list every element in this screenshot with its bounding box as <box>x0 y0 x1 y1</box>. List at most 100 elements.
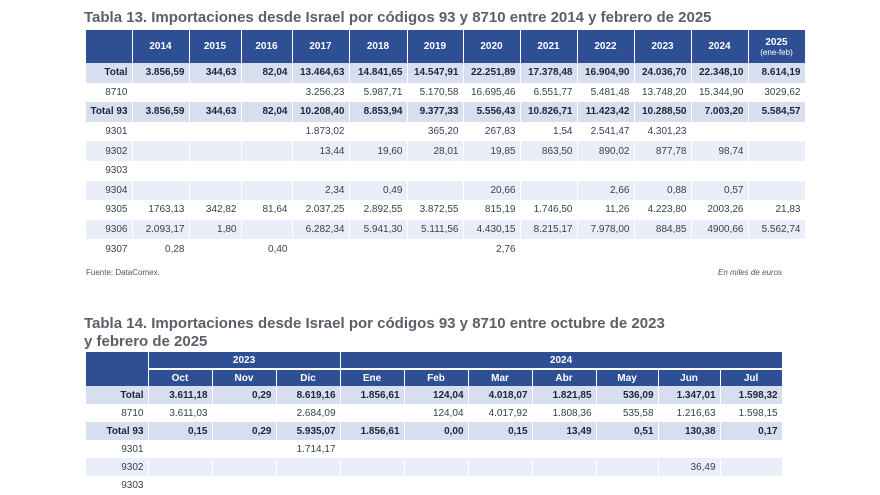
table-cell: 82,04 <box>241 63 293 83</box>
table-cell: 10.826,71 <box>520 102 578 122</box>
table-cell: 16.695,46 <box>463 82 521 103</box>
table-14-title-line1: Tabla 14. Importaciones desde Israel por… <box>84 315 665 332</box>
table-cell <box>748 141 806 161</box>
table-cell: 877,78 <box>634 141 692 161</box>
table-14-year-2024: 2024 <box>340 352 783 370</box>
table-cell: 17.378,48 <box>520 63 578 83</box>
table-cell: 344,63 <box>189 63 242 83</box>
table-cell: 890,02 <box>577 141 635 161</box>
table-cell <box>148 440 213 458</box>
table-13-corner <box>86 30 133 63</box>
table-cell <box>292 160 350 181</box>
table-row: 9303 <box>86 160 806 181</box>
table-cell: 0,29 <box>212 422 277 440</box>
table-cell: 0,51 <box>596 422 659 440</box>
column-header-2017: 2017 <box>292 30 350 63</box>
row-label: Total <box>86 386 149 404</box>
table-cell <box>748 239 806 259</box>
table-cell: 3029,62 <box>748 82 806 103</box>
table-cell: 82,04 <box>241 102 293 122</box>
table-cell <box>212 476 277 494</box>
table-cell: 81,64 <box>241 200 293 220</box>
table-cell <box>691 239 749 259</box>
table-cell <box>720 476 783 494</box>
table-cell: 14.547,91 <box>407 63 464 83</box>
table-cell: 0,00 <box>404 422 469 440</box>
table-cell <box>407 239 464 259</box>
table-cell: 13,44 <box>292 141 350 161</box>
table-14-corner <box>86 352 149 369</box>
table-cell <box>212 440 277 458</box>
table-cell: 5.987,71 <box>349 82 408 103</box>
table-cell: 267,83 <box>463 121 521 142</box>
table-cell: 0,15 <box>148 422 213 440</box>
table-row: 9307 0,28 0,40 2,76 <box>86 239 806 259</box>
month-header-jul: Jul <box>720 369 783 386</box>
table-cell: 4900,66 <box>691 219 749 240</box>
table-cell: 4.223,80 <box>634 200 692 220</box>
table-cell <box>189 160 242 181</box>
table-cell: 20,66 <box>463 180 521 201</box>
table-row: Total 93 0,15 0,29 5.935,07 1.856,61 0,00 0,15… <box>86 422 783 440</box>
row-label: 9303 <box>86 160 133 181</box>
column-header-2023: 2023 <box>634 30 692 63</box>
table-cell: 5.935,07 <box>276 422 341 440</box>
table-cell: 28,01 <box>407 141 464 161</box>
table-row: 8710 3.611,03 2.684,09 124,04 4.017,92 1.808,… <box>86 404 783 422</box>
table-cell: 2.037,25 <box>292 200 350 220</box>
table-cell <box>658 476 721 494</box>
table-cell: 0,57 <box>691 180 749 201</box>
column-header-2020: 2020 <box>463 30 521 63</box>
table-cell: 15.344,90 <box>691 82 749 103</box>
table-cell <box>532 458 597 476</box>
table-cell <box>148 476 213 494</box>
table-cell: 884,85 <box>634 219 692 240</box>
row-label: 9302 <box>86 141 133 161</box>
table-14-subcorner <box>86 369 149 386</box>
table-cell: 3.611,18 <box>148 386 213 404</box>
table-row: 9303 <box>86 476 783 494</box>
table-cell <box>189 82 242 103</box>
table-row: 8710 3.256,23 5.987,71 5.170,58 16.695,46 6.5… <box>86 82 806 103</box>
table-cell <box>241 160 293 181</box>
table-cell: 7.003,20 <box>691 102 749 122</box>
table-cell: 8.853,94 <box>349 102 408 122</box>
month-header-oct: Oct <box>148 369 213 386</box>
table-cell: 8.614,19 <box>748 63 806 83</box>
table-cell: 6.282,34 <box>292 219 350 240</box>
table-13-unit: En miles de euros <box>718 268 783 277</box>
table-cell: 11.423,42 <box>577 102 635 122</box>
table-cell: 2,34 <box>292 180 350 201</box>
table-row: 9302 13,44 19,60 28,01 19,85 863,50 890,02 877,… <box>86 141 806 161</box>
table-cell <box>691 121 749 142</box>
table-cell <box>520 239 578 259</box>
month-header-abr: Abr <box>532 369 597 386</box>
table-cell: 1.856,61 <box>340 422 405 440</box>
table-13: 2014 2015 2016 2017 2018 2019 2020 2021 2022 2023… <box>86 30 806 259</box>
table-cell <box>720 458 783 476</box>
column-header-2025: 2025 (ene-feb) <box>748 30 806 63</box>
table-cell: 16.904,90 <box>577 63 635 83</box>
table-cell: 4.430,15 <box>463 219 521 240</box>
table-cell <box>404 440 469 458</box>
table-cell <box>349 121 408 142</box>
table-14-title: Tabla 14. Importaciones desde Israel por… <box>84 315 665 351</box>
table-cell: 19,85 <box>463 141 521 161</box>
table-cell <box>596 458 659 476</box>
month-header-ene: Ene <box>340 369 405 386</box>
row-label: 9307 <box>86 239 133 259</box>
table-cell <box>532 440 597 458</box>
table-cell: 6.551,77 <box>520 82 578 103</box>
table-cell: 535,58 <box>596 404 659 422</box>
table-cell: 4.018,07 <box>468 386 533 404</box>
table-cell: 1.821,85 <box>532 386 597 404</box>
table-cell: 2.892,55 <box>349 200 408 220</box>
table-cell: 2.093,17 <box>132 219 190 240</box>
table-cell: 365,20 <box>407 121 464 142</box>
table-cell: 36,49 <box>658 458 721 476</box>
table-14: 2023 2024 Oct Nov Dic Ene Feb Mar Abr May Jun Jul… <box>86 352 783 494</box>
table-cell <box>241 219 293 240</box>
table-cell <box>189 180 242 201</box>
table-cell <box>532 476 597 494</box>
table-cell: 22.348,10 <box>691 63 749 83</box>
